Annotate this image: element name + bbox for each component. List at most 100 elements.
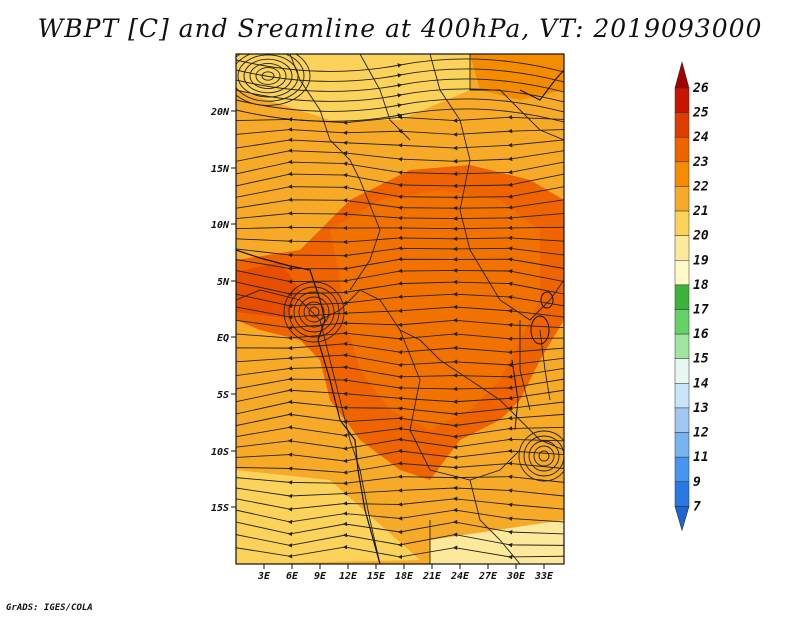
- colorbar-label: 16: [693, 327, 709, 342]
- colorbar-cell: [674, 136, 690, 163]
- colorbar-label: 22: [692, 179, 709, 194]
- colorbar-label: 13: [693, 401, 709, 416]
- streamline: [255, 67, 281, 85]
- colorbar-label: 11: [693, 450, 709, 465]
- colorbar-cell: [674, 383, 690, 409]
- streamline: [236, 225, 564, 231]
- streamline: [236, 448, 564, 464]
- colorbar-label: 25: [692, 106, 709, 121]
- lon-label: 3E: [257, 571, 271, 582]
- lon-label: 9E: [314, 571, 327, 582]
- chart-title: WBPT [C] and Sreamline at 400hPa, VT: 20…: [37, 14, 763, 43]
- streamline: [528, 440, 560, 472]
- lat-axis: 20N 15N 10N 5N EQ 5S 10S 15S: [210, 107, 236, 514]
- streamline: [236, 318, 564, 331]
- streamline: [236, 387, 564, 404]
- streamline: [236, 399, 564, 417]
- streamline: [283, 281, 345, 343]
- wbpt-field-24-west: [236, 262, 300, 318]
- lon-label: 6E: [286, 571, 299, 582]
- streamline: [303, 301, 325, 323]
- streamline: [236, 245, 564, 258]
- streamline: [236, 127, 564, 137]
- colorbar-label: 26: [692, 81, 709, 96]
- streamline: [236, 304, 564, 320]
- colorbar-cell: [674, 112, 690, 138]
- streamline: [236, 544, 564, 560]
- colorbar-label: 23: [692, 155, 709, 170]
- lat-label: 15N: [211, 164, 230, 175]
- wbpt-field-20-north: [236, 54, 470, 120]
- streamline: [236, 461, 564, 475]
- colorbar-cell: [674, 456, 690, 483]
- streamline: [236, 108, 564, 123]
- streamline: [236, 184, 564, 200]
- streamline: [249, 62, 287, 90]
- lat-label: 15S: [211, 503, 229, 514]
- lat-label: 5N: [217, 277, 230, 288]
- colorbar-cell: [674, 260, 690, 286]
- colorbar-cell: [674, 432, 690, 458]
- lat-label: 5S: [217, 390, 229, 401]
- colorbar-label: 14: [693, 376, 709, 391]
- lat-label: EQ: [217, 333, 229, 344]
- colorbar-label: 9: [693, 475, 701, 490]
- streamline: [236, 425, 564, 439]
- streamline: [236, 412, 564, 428]
- colorbar-cell: [674, 407, 690, 433]
- streamline: [538, 450, 550, 462]
- colorbar-cell: [674, 333, 690, 359]
- footer-credit: GrADS: IGES/COLA: [6, 603, 93, 613]
- streamline: [308, 306, 320, 318]
- colorbar-label: 15: [693, 352, 709, 367]
- streamline: [243, 58, 293, 94]
- lat-label: 20N: [210, 107, 230, 118]
- colorbar-label: 17: [693, 303, 709, 318]
- lon-label: 18E: [395, 571, 414, 582]
- colorbar-cell: [674, 87, 690, 113]
- colorbar: 26 25 24 23 22 21 20 19 18 17 16 15 14 13 12 11 9 7: [674, 60, 709, 532]
- streamline: [236, 68, 564, 83]
- colorbar-cell: [674, 161, 690, 187]
- streamline: [518, 430, 564, 482]
- streamline: [236, 98, 564, 113]
- streamline: [523, 435, 564, 477]
- colorbar-cell: [674, 309, 690, 335]
- colorbar-label: 18: [693, 278, 709, 293]
- streamline: [236, 88, 564, 103]
- streamline: [533, 445, 555, 467]
- lakes: [511, 291, 554, 431]
- colorbar-cell: [674, 358, 690, 384]
- streamline: [236, 78, 564, 93]
- streamline: [236, 197, 564, 211]
- streamline: [236, 235, 564, 245]
- streamline: [288, 286, 340, 338]
- colorbar-label: 20: [692, 229, 709, 244]
- streamline: [236, 58, 564, 73]
- map-frame: [235, 53, 565, 565]
- map-panel: [236, 54, 564, 564]
- wbpt-field-22-ne: [470, 54, 564, 100]
- streamline: [236, 352, 564, 368]
- streamline: [236, 211, 564, 221]
- colorbar-cell: [674, 186, 690, 212]
- streamline: [236, 148, 564, 164]
- streamline: [236, 330, 564, 342]
- streamline: [236, 137, 564, 151]
- lon-label: 30E: [506, 571, 526, 582]
- colorbar-cell: [674, 235, 690, 261]
- lon-label: 12E: [339, 571, 358, 582]
- lon-label: 33E: [534, 571, 554, 582]
- streamline: [236, 474, 564, 486]
- lon-label: 21E: [422, 571, 442, 582]
- lon-axis: 3E 6E 9E 12E 15E 18E 21E 24E 27E 30E 33E: [257, 564, 554, 582]
- colorbar-cap-top: [674, 60, 690, 89]
- lat-label: 10N: [211, 220, 230, 231]
- colorbar-label: 24: [692, 130, 709, 145]
- colorbar-cell: [674, 481, 690, 507]
- colorbar-cell: [674, 284, 690, 310]
- streamline: [237, 54, 299, 98]
- streamline: [261, 71, 275, 81]
- streamlines: [236, 54, 564, 560]
